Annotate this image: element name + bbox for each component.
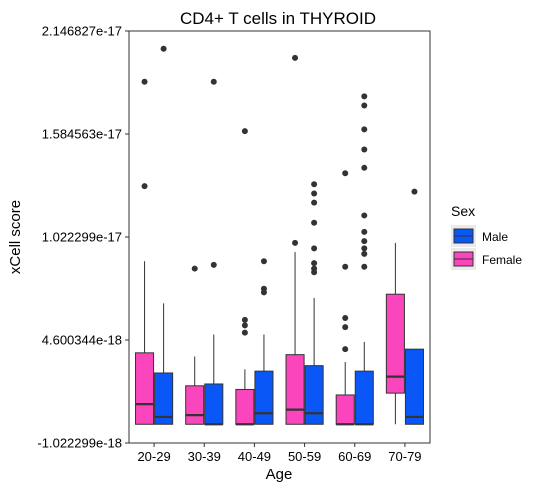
outlier-point-male (311, 245, 318, 252)
outlier-point-female (141, 78, 148, 85)
outlier-point-female (141, 183, 148, 190)
outlier-point-male (361, 93, 368, 100)
legend-title: Sex (451, 203, 475, 219)
box-female (185, 385, 205, 425)
outlier-point-male (361, 228, 368, 235)
outlier-point-male (361, 250, 368, 257)
outlier-point-male (311, 181, 318, 188)
outlier-point-male (260, 285, 267, 292)
x-tick-label: 40-49 (238, 449, 271, 464)
outlier-point-male (411, 188, 418, 195)
y-axis-title: xCell score (7, 200, 24, 274)
box-male (204, 383, 224, 425)
box-male (304, 365, 324, 425)
x-axis-title: Age (266, 466, 293, 483)
x-tick-label: 30-39 (188, 449, 221, 464)
box-male (254, 370, 274, 425)
plot-panel (128, 30, 431, 444)
legend-label-female: Female (482, 253, 522, 267)
outlier-point-female (292, 54, 299, 61)
legend: Sex Male Female (451, 203, 522, 270)
box-female (285, 354, 305, 425)
outlier-point-female (342, 263, 349, 270)
y-tick-label: -1.022299e-18 (37, 436, 122, 451)
outlier-point-male (361, 238, 368, 245)
y-tick-label: 2.146827e-17 (42, 24, 122, 39)
outlier-point-male (361, 102, 368, 109)
outlier-point-male (361, 212, 368, 219)
outlier-point-male (361, 146, 368, 153)
outlier-point-female (292, 239, 299, 246)
outlier-point-female (342, 315, 349, 322)
outlier-point-female (342, 170, 349, 177)
outlier-point-male (361, 245, 368, 252)
box-female (135, 352, 155, 425)
x-axis: 20-29 30-39 40-49 50-59 60-69 70-79 (137, 443, 422, 464)
chart-title: CD4+ T cells in THYROID (180, 9, 376, 28)
outlier-point-female (241, 329, 248, 336)
outlier-point-male (260, 258, 267, 265)
outlier-point-male (210, 261, 217, 268)
outlier-point-male (160, 45, 167, 52)
y-tick-label: 4.600344e-18 (42, 333, 122, 348)
box-male (404, 348, 424, 425)
box-female (335, 394, 355, 425)
y-tick-label: 1.022299e-17 (42, 229, 122, 244)
outlier-point-female (342, 346, 349, 353)
x-tick-label: 70-79 (388, 449, 421, 464)
box-female (235, 388, 255, 425)
box-male (154, 372, 174, 425)
outlier-point-male (311, 219, 318, 226)
outlier-point-male (361, 263, 368, 270)
outlier-point-male (210, 78, 217, 85)
x-tick-label: 60-69 (338, 449, 371, 464)
outlier-point-male (361, 126, 368, 133)
box-female (385, 293, 405, 394)
outlier-point-male (311, 265, 318, 272)
outlier-point-female (241, 322, 248, 329)
outlier-point-male (311, 190, 318, 197)
y-axis: -1.022299e-18 4.600344e-18 1.022299e-17 1.5… (37, 24, 129, 451)
legend-label-male: Male (482, 230, 508, 244)
outlier-point-female (191, 265, 198, 272)
outlier-point-male (311, 199, 318, 206)
box-male (354, 370, 374, 425)
boxes-layer (135, 45, 424, 426)
outlier-point-male (311, 260, 318, 267)
outlier-point-female (342, 324, 349, 331)
outlier-point-female (241, 316, 248, 323)
y-tick-label: 1.584563e-17 (42, 126, 122, 141)
outlier-point-male (361, 164, 368, 171)
x-tick-label: 20-29 (137, 449, 170, 464)
x-tick-label: 50-59 (288, 449, 321, 464)
outlier-point-female (241, 128, 248, 135)
